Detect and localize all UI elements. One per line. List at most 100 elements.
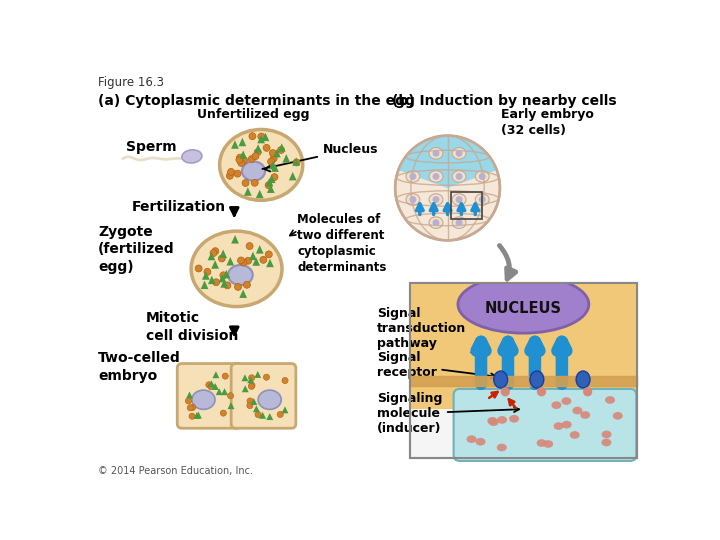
Circle shape — [212, 279, 220, 286]
Polygon shape — [259, 412, 266, 419]
Ellipse shape — [452, 194, 466, 205]
Circle shape — [278, 146, 284, 153]
Ellipse shape — [543, 440, 553, 448]
Text: Signal
transduction
pathway: Signal transduction pathway — [377, 307, 482, 358]
Ellipse shape — [536, 439, 546, 447]
Ellipse shape — [228, 265, 253, 285]
Circle shape — [410, 196, 416, 203]
Circle shape — [433, 196, 439, 203]
Polygon shape — [256, 190, 264, 198]
Polygon shape — [257, 135, 265, 143]
Polygon shape — [231, 235, 239, 244]
Ellipse shape — [487, 417, 498, 424]
Ellipse shape — [562, 397, 572, 405]
Ellipse shape — [601, 438, 611, 447]
Polygon shape — [212, 383, 219, 390]
Polygon shape — [282, 154, 290, 163]
Polygon shape — [289, 172, 297, 180]
Circle shape — [195, 265, 202, 272]
Circle shape — [277, 411, 284, 417]
Bar — [451, 192, 482, 219]
Circle shape — [237, 154, 243, 161]
Polygon shape — [220, 249, 227, 258]
Ellipse shape — [552, 401, 562, 409]
Circle shape — [266, 251, 272, 258]
Circle shape — [235, 284, 241, 291]
Circle shape — [226, 172, 233, 179]
Text: Fertilization: Fertilization — [132, 200, 226, 213]
Circle shape — [456, 219, 462, 226]
Text: Zygote
(fertilized
egg): Zygote (fertilized egg) — [98, 225, 174, 274]
Polygon shape — [247, 376, 254, 383]
Polygon shape — [254, 144, 262, 153]
Circle shape — [243, 281, 251, 288]
Polygon shape — [256, 245, 264, 254]
Ellipse shape — [572, 407, 582, 414]
Ellipse shape — [562, 421, 572, 429]
Circle shape — [265, 182, 272, 188]
Circle shape — [247, 398, 253, 404]
Text: Mitotic
cell division: Mitotic cell division — [145, 311, 238, 342]
Circle shape — [268, 158, 274, 165]
Polygon shape — [222, 270, 230, 278]
Circle shape — [189, 413, 195, 420]
Ellipse shape — [530, 371, 544, 388]
Ellipse shape — [452, 217, 466, 228]
Circle shape — [537, 387, 546, 396]
Polygon shape — [253, 406, 260, 412]
Text: Nucleus: Nucleus — [262, 143, 378, 169]
Polygon shape — [249, 252, 257, 260]
Ellipse shape — [406, 194, 420, 205]
Circle shape — [246, 242, 253, 249]
Circle shape — [395, 136, 500, 240]
Ellipse shape — [452, 147, 466, 159]
Polygon shape — [261, 133, 269, 141]
Polygon shape — [254, 371, 261, 378]
Bar — [410, 283, 637, 458]
Circle shape — [228, 168, 235, 176]
Ellipse shape — [509, 415, 519, 423]
Text: Early embryo
(32 cells): Early embryo (32 cells) — [501, 108, 594, 137]
Polygon shape — [228, 402, 235, 409]
Polygon shape — [273, 149, 281, 157]
Circle shape — [222, 373, 228, 379]
Polygon shape — [282, 407, 289, 413]
Ellipse shape — [191, 231, 282, 307]
Polygon shape — [219, 274, 226, 282]
Ellipse shape — [475, 438, 485, 446]
Circle shape — [238, 159, 245, 166]
Circle shape — [212, 248, 219, 255]
Ellipse shape — [489, 418, 499, 426]
Polygon shape — [278, 143, 286, 152]
Polygon shape — [221, 388, 228, 395]
Text: © 2014 Pearson Education, Inc.: © 2014 Pearson Education, Inc. — [98, 466, 253, 476]
Circle shape — [456, 150, 462, 157]
Circle shape — [270, 155, 277, 162]
Circle shape — [293, 159, 300, 166]
Polygon shape — [238, 138, 246, 146]
Polygon shape — [231, 140, 239, 148]
Circle shape — [218, 255, 225, 262]
Circle shape — [252, 153, 259, 160]
Polygon shape — [202, 271, 210, 280]
Polygon shape — [216, 388, 222, 395]
Circle shape — [479, 173, 486, 180]
Ellipse shape — [452, 171, 466, 182]
FancyBboxPatch shape — [454, 389, 636, 461]
Ellipse shape — [258, 390, 282, 409]
Ellipse shape — [467, 435, 477, 443]
Ellipse shape — [497, 444, 507, 451]
Ellipse shape — [458, 275, 589, 333]
Circle shape — [204, 268, 211, 275]
Polygon shape — [292, 157, 300, 166]
Circle shape — [249, 133, 256, 140]
Circle shape — [185, 398, 192, 404]
Circle shape — [220, 410, 226, 416]
Ellipse shape — [554, 422, 564, 430]
Ellipse shape — [220, 130, 303, 200]
Text: Unfertilized egg: Unfertilized egg — [197, 108, 310, 121]
Ellipse shape — [494, 371, 508, 388]
Circle shape — [500, 387, 510, 396]
Ellipse shape — [601, 430, 611, 438]
Circle shape — [264, 374, 269, 380]
